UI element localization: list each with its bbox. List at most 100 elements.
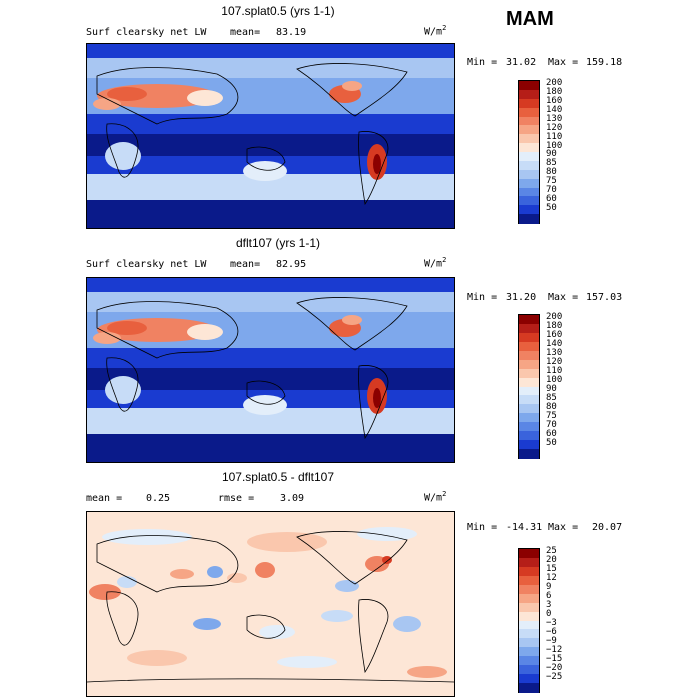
colorbar-box	[519, 98, 539, 109]
colorbar-box	[519, 386, 539, 396]
colorbar-box	[519, 602, 539, 613]
colorbar-box	[519, 611, 539, 621]
panel2-colorbar	[518, 314, 540, 459]
panel2-min-value: 31.20	[506, 292, 537, 303]
colorbar-box	[519, 368, 539, 379]
colorbar-box	[519, 395, 539, 405]
colorbar-level-label: 120	[546, 122, 563, 133]
panel3-max-value: 20.07	[592, 522, 623, 533]
colorbar-level-label: 25	[546, 546, 557, 557]
colorbar-box	[519, 584, 539, 595]
panel3-rmse-label: rmse =	[218, 493, 255, 504]
colorbar-box	[519, 107, 539, 117]
colorbar-level-label: 200	[546, 312, 563, 323]
colorbar-level-label: 70	[546, 184, 557, 195]
colorbar-level-label: 75	[546, 410, 557, 421]
colorbar-level-label: 120	[546, 357, 563, 368]
panel3-title: 107.splat0.5 - dflt107	[221, 470, 335, 484]
panel3-min-label: Min =	[467, 522, 498, 533]
colorbar-level-label: 100	[546, 375, 563, 385]
colorbar-box	[519, 125, 539, 135]
colorbar-box	[519, 116, 539, 126]
colorbar-level-label: 0	[546, 609, 552, 619]
colorbar-level-label: 110	[546, 366, 563, 377]
colorbar-box	[519, 431, 539, 441]
colorbar-box	[519, 315, 539, 325]
panel1-variable: Surf clearsky net LW	[86, 27, 207, 38]
colorbar-box	[519, 341, 539, 352]
colorbar-box	[519, 620, 539, 630]
colorbar-box	[519, 187, 539, 197]
colorbar-box	[519, 205, 539, 215]
colorbar-level-label: 9	[546, 582, 552, 593]
colorbar-level-label: 60	[546, 428, 557, 439]
colorbar-level-label: 130	[546, 113, 563, 124]
colorbar-level-label: 50	[546, 437, 557, 448]
colorbar-level-label: 200	[546, 78, 563, 89]
panel3-units: W/m2	[424, 490, 447, 504]
colorbar-level-label: 3	[546, 600, 552, 611]
panel2-min-label: Min =	[467, 292, 498, 303]
panel2-max-label: Max =	[548, 292, 579, 303]
colorbar-level-label: 90	[546, 383, 557, 394]
panel2-variable: Surf clearsky net LW	[86, 259, 207, 270]
colorbar-level-label: −25	[546, 671, 563, 682]
panel2-max-value: 157.03	[586, 292, 623, 303]
colorbar-box	[519, 629, 539, 639]
colorbar-level-label: 80	[546, 401, 557, 412]
colorbar-box	[519, 593, 539, 604]
colorbar-box	[519, 665, 539, 675]
panel3-mean-value: 0.25	[146, 493, 171, 504]
colorbar-level-label: 140	[546, 105, 563, 115]
colorbar-box	[519, 89, 539, 100]
colorbar-box	[519, 557, 539, 568]
colorbar-box	[519, 152, 539, 162]
colorbar-box	[519, 575, 539, 586]
colorbar-box	[519, 647, 539, 657]
colorbar-box	[519, 674, 539, 684]
panel1-units: W/m2	[424, 24, 447, 38]
colorbar-box	[519, 359, 539, 370]
season-label: MAM	[506, 8, 554, 30]
colorbar-level-label: 80	[546, 167, 557, 178]
colorbar-box	[519, 566, 539, 577]
colorbar-level-label: 20	[546, 555, 557, 566]
colorbar-box	[519, 350, 539, 361]
panel1-min-value: 31.02	[506, 57, 537, 68]
panel2-units: W/m2	[424, 256, 447, 270]
panel2-map	[86, 277, 455, 463]
colorbar-box	[519, 656, 539, 666]
panel3-max-label: Max =	[548, 522, 579, 533]
colorbar-level-label: 90	[546, 149, 557, 160]
colorbar-level-label: 75	[546, 176, 557, 186]
panel1-mean-value: 83.19	[276, 27, 307, 38]
colorbar-box	[519, 134, 539, 144]
colorbar-level-label: 180	[546, 87, 563, 98]
colorbar-box	[519, 178, 539, 188]
colorbar-level-label: 180	[546, 321, 563, 332]
panel3-min-value: -14.31	[506, 522, 543, 533]
panel1-mean-label: mean=	[230, 27, 261, 38]
colorbar-level-label: 110	[546, 131, 563, 142]
colorbar-box	[519, 332, 539, 343]
colorbar-box	[519, 440, 539, 450]
colorbar-level-label: 15	[546, 564, 557, 575]
colorbar-box	[519, 143, 539, 153]
colorbar-level-label: 6	[546, 591, 552, 602]
panel2-mean-value: 82.95	[276, 259, 307, 270]
colorbar-level-label: 160	[546, 96, 563, 107]
colorbar-level-label: 130	[546, 348, 563, 359]
panel3-map	[86, 511, 455, 697]
colorbar-box	[519, 413, 539, 423]
colorbar-level-label: −12	[546, 644, 563, 655]
colorbar-box	[519, 422, 539, 432]
colorbar-level-label: 60	[546, 193, 557, 204]
panel2-title: dflt107 (yrs 1-1)	[235, 236, 321, 250]
colorbar-level-label: −15	[546, 653, 563, 664]
colorbar-level-label: 50	[546, 202, 557, 213]
colorbar-box	[519, 160, 539, 171]
panel3-colorbar	[518, 548, 540, 693]
panel3-mean-label: mean =	[86, 493, 123, 504]
colorbar-level-label: −3	[546, 617, 557, 628]
colorbar-level-label: 160	[546, 330, 563, 341]
